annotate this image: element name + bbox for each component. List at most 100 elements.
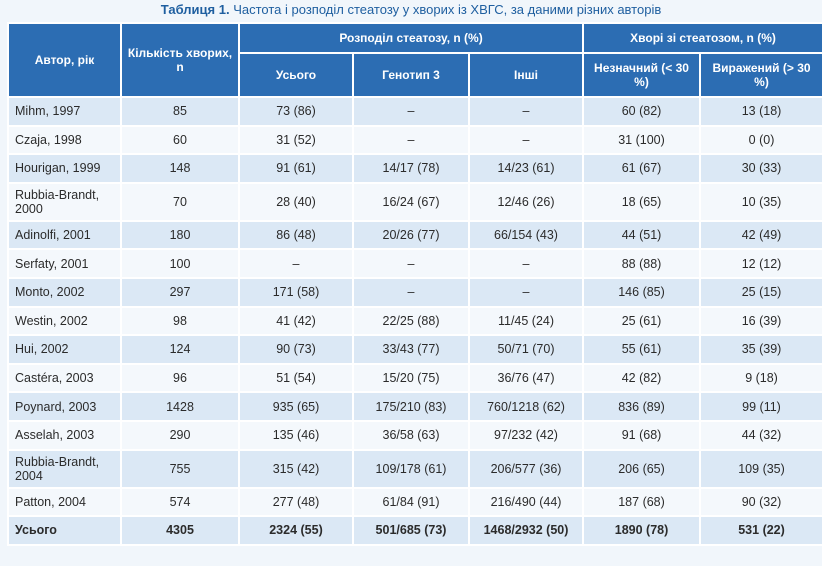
table-row: Rubbia-Brandt, 2000 70 28 (40) 16/24 (67) 12… xyxy=(7,181,822,222)
cell-author: Adinolfi, 2001 xyxy=(7,219,122,251)
table-row: Hourigan, 1999 148 91 (61) 14/17 (78) 14/23 … xyxy=(7,153,822,184)
cell-author: Hourigan, 1999 xyxy=(7,153,122,184)
cell-mild: 44 (51) xyxy=(582,219,702,251)
cell-total: 91 (61) xyxy=(238,153,354,184)
cell-genotype3: 36/58 (63) xyxy=(352,419,470,451)
cell-total: 171 (58) xyxy=(238,276,354,308)
caption-label: Таблиця 1. xyxy=(160,2,230,17)
totals-row: Усього 4305 2324 (55) 501/685 (73) 1468/2932… xyxy=(7,515,822,546)
table-row: Patton, 2004 574 277 (48) 61/84 (91) 216/490… xyxy=(7,486,822,518)
table-row: Hui, 2002 124 90 (73) 33/43 (77) 50/71 (70) 5… xyxy=(7,334,822,365)
table-row: Adinolfi, 2001 180 86 (48) 20/26 (77) 66/154… xyxy=(7,219,822,251)
cell-patients: 4305 xyxy=(120,515,240,546)
cell-severe: 12 (12) xyxy=(699,248,822,279)
cell-patients: 85 xyxy=(120,96,240,127)
cell-total: 41 (42) xyxy=(238,305,354,337)
cell-author: Hui, 2002 xyxy=(7,334,122,365)
cell-severe: 109 (35) xyxy=(699,448,822,489)
cell-mild: 836 (89) xyxy=(582,391,702,422)
cell-author: Rubbia-Brandt, 2000 xyxy=(7,181,122,222)
cell-patients: 96 xyxy=(120,362,240,394)
cell-other: 1468/2932 (50) xyxy=(467,515,585,546)
cell-mild: 187 (68) xyxy=(582,486,702,518)
cell-author: Mihm, 1997 xyxy=(7,96,122,127)
cell-genotype3: 501/685 (73) xyxy=(352,515,470,546)
table-row: Rubbia-Brandt, 2004 755 315 (42) 109/178 (6… xyxy=(7,448,822,489)
cell-other: 97/232 (42) xyxy=(467,419,585,451)
caption-text: Частота і розподіл стеатозу у хворих із … xyxy=(233,2,662,17)
cell-author: Asselah, 2003 xyxy=(7,419,122,451)
cell-patients: 290 xyxy=(120,419,240,451)
header-genotype3: Генотип 3 xyxy=(352,52,470,98)
table-row: Westin, 2002 98 41 (42) 22/25 (88) 11/45 (24… xyxy=(7,305,822,337)
cell-mild: 55 (61) xyxy=(582,334,702,365)
cell-other: 14/23 (61) xyxy=(467,153,585,184)
cell-author: Monto, 2002 xyxy=(7,276,122,308)
cell-patients: 148 xyxy=(120,153,240,184)
cell-author: Усього xyxy=(7,515,122,546)
cell-mild: 25 (61) xyxy=(582,305,702,337)
header-distribution: Розподіл стеатозу, n (%) xyxy=(237,22,585,54)
cell-total: 86 (48) xyxy=(238,219,354,251)
header-total: Усього xyxy=(238,52,354,98)
cell-severe: 10 (35) xyxy=(699,181,822,222)
cell-other: 760/1218 (62) xyxy=(467,391,585,422)
cell-patients: 60 xyxy=(120,124,240,156)
cell-total: 935 (65) xyxy=(238,391,354,422)
cell-mild: 31 (100) xyxy=(582,124,702,156)
cell-severe: 35 (39) xyxy=(699,334,822,365)
steatosis-table: Автор, рік Кількість хворих, n Розподіл … xyxy=(7,22,822,546)
cell-total: 315 (42) xyxy=(238,448,354,489)
cell-severe: 99 (11) xyxy=(699,391,822,422)
cell-genotype3: – xyxy=(352,248,470,279)
header-author: Автор, рік xyxy=(7,22,122,98)
cell-genotype3: 175/210 (83) xyxy=(352,391,470,422)
cell-severe: 44 (32) xyxy=(699,419,822,451)
cell-mild: 206 (65) xyxy=(582,448,702,489)
cell-severe: 30 (33) xyxy=(699,153,822,184)
table-body: Mihm, 1997 85 73 (86) – –60 (82) 13 (18) Czaja… xyxy=(7,96,822,546)
cell-author: Czaja, 1998 xyxy=(7,124,122,156)
cell-genotype3: – xyxy=(352,124,470,156)
table-row: Mihm, 1997 85 73 (86) – –60 (82) 13 (18) xyxy=(7,96,822,127)
cell-author: Westin, 2002 xyxy=(7,305,122,337)
cell-other: – xyxy=(467,124,585,156)
cell-genotype3: 20/26 (77) xyxy=(352,219,470,251)
cell-other: 36/76 (47) xyxy=(467,362,585,394)
table-row: Serfaty, 2001 100– – –88 (88) 12 (12) xyxy=(7,248,822,279)
table-row: Monto, 2002 297 171 (58) – –146 (85) 25 (15) xyxy=(7,276,822,308)
header-other: Інші xyxy=(467,52,585,98)
cell-total: – xyxy=(238,248,354,279)
cell-patients: 297 xyxy=(120,276,240,308)
cell-author: Poynard, 2003 xyxy=(7,391,122,422)
cell-mild: 42 (82) xyxy=(582,362,702,394)
cell-total: 90 (73) xyxy=(238,334,354,365)
cell-other: 50/71 (70) xyxy=(467,334,585,365)
cell-patients: 70 xyxy=(120,181,240,222)
cell-genotype3: 16/24 (67) xyxy=(352,181,470,222)
cell-other: – xyxy=(467,248,585,279)
table-row: Czaja, 1998 60 31 (52) – –31 (100) 0 (0) xyxy=(7,124,822,156)
header-mild: Незначний (< 30 %) xyxy=(582,52,702,98)
cell-total: 28 (40) xyxy=(238,181,354,222)
cell-other: – xyxy=(467,276,585,308)
cell-other: 12/46 (26) xyxy=(467,181,585,222)
cell-total: 73 (86) xyxy=(238,96,354,127)
cell-genotype3: 22/25 (88) xyxy=(352,305,470,337)
header-severe: Виражений (> 30 %) xyxy=(699,52,822,98)
cell-mild: 146 (85) xyxy=(582,276,702,308)
cell-mild: 60 (82) xyxy=(582,96,702,127)
cell-patients: 180 xyxy=(120,219,240,251)
cell-author: Serfaty, 2001 xyxy=(7,248,122,279)
cell-genotype3: 15/20 (75) xyxy=(352,362,470,394)
cell-other: 206/577 (36) xyxy=(467,448,585,489)
cell-total: 277 (48) xyxy=(238,486,354,518)
cell-author: Castéra, 2003 xyxy=(7,362,122,394)
cell-severe: 16 (39) xyxy=(699,305,822,337)
cell-other: – xyxy=(467,96,585,127)
cell-total: 31 (52) xyxy=(238,124,354,156)
cell-genotype3: 33/43 (77) xyxy=(352,334,470,365)
header-patients: Кількість хворих, n xyxy=(120,22,240,98)
cell-patients: 755 xyxy=(120,448,240,489)
cell-total: 51 (54) xyxy=(238,362,354,394)
